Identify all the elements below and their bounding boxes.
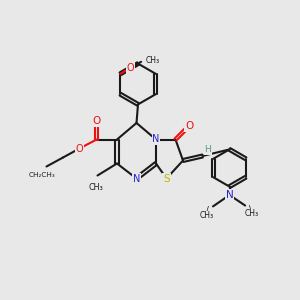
Text: CH₂CH₃: CH₂CH₃ [28, 172, 56, 178]
Text: S: S [163, 173, 170, 184]
Text: \: \ [249, 205, 252, 214]
Text: O: O [185, 121, 193, 131]
Text: CH₃: CH₃ [146, 56, 160, 65]
Text: CH₃: CH₃ [88, 183, 104, 192]
Text: CH₃: CH₃ [200, 211, 214, 220]
Text: N: N [226, 190, 233, 200]
Text: /: / [206, 206, 209, 214]
Text: H: H [204, 146, 211, 154]
Text: O: O [76, 143, 83, 154]
Text: CH₃: CH₃ [244, 209, 259, 218]
Text: N: N [152, 134, 160, 145]
Text: O: O [126, 63, 134, 73]
Text: N: N [133, 173, 140, 184]
Text: O: O [92, 116, 101, 127]
